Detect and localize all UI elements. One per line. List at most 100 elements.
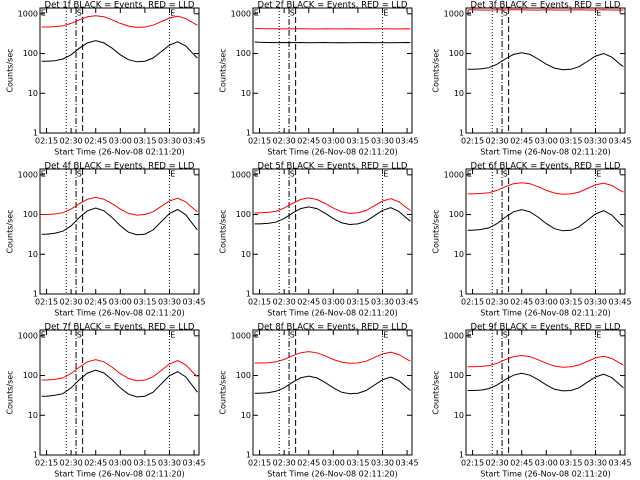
- annotation: S: [290, 331, 295, 340]
- x-tick-label: 03:00: [535, 298, 558, 307]
- y-tick-label: 10: [28, 250, 38, 259]
- y-tick-label: 1000: [18, 9, 38, 18]
- x-tick-label: 03:45: [609, 298, 632, 307]
- x-tick-label: 02:45: [510, 298, 533, 307]
- series-line: [254, 27, 411, 30]
- y-tick-label: 1000: [231, 331, 251, 340]
- x-tick-label: 02:30: [273, 137, 296, 146]
- y-axis-label: Counts/sec: [219, 48, 228, 92]
- series-line: [41, 359, 198, 382]
- y-tick-label: 100: [449, 210, 464, 219]
- annotation: E: [41, 170, 46, 179]
- annotation: S: [503, 170, 508, 179]
- annotation: S: [290, 9, 295, 18]
- x-axis-label: Start Time (26-Nov-08 02:11:20): [267, 309, 397, 318]
- x-tick-label: 03:30: [158, 459, 181, 468]
- y-tick-label: 1: [33, 129, 38, 138]
- y-tick-label: 100: [449, 371, 464, 380]
- x-tick-label: 03:45: [396, 298, 419, 307]
- series-line: [254, 351, 411, 364]
- x-tick-label: 02:45: [510, 137, 533, 146]
- x-tick-label: 02:45: [84, 298, 107, 307]
- x-tick-label: 03:30: [158, 298, 181, 307]
- y-tick-label: 1000: [444, 331, 464, 340]
- annotation: E: [170, 9, 175, 18]
- annotation: E: [254, 9, 259, 18]
- x-axis-label: Start Time (26-Nov-08 02:11:20): [54, 470, 184, 479]
- series-line: [41, 40, 198, 63]
- annotation: E: [41, 331, 46, 340]
- x-tick-label: 02:45: [297, 459, 320, 468]
- x-tick-label: 03:45: [396, 459, 419, 468]
- x-tick-label: 02:45: [84, 459, 107, 468]
- x-tick-label: 03:15: [346, 298, 369, 307]
- x-tick-label: 03:15: [346, 459, 369, 468]
- annotation: S: [77, 331, 82, 340]
- series-line: [254, 375, 411, 395]
- annotation: E: [596, 331, 601, 340]
- y-axis-label: Counts/sec: [6, 48, 15, 92]
- x-tick-label: 03:00: [322, 459, 345, 468]
- annotation: E: [467, 170, 472, 179]
- annotation: E: [254, 170, 259, 179]
- y-tick-label: 1: [33, 451, 38, 460]
- x-tick-label: 02:15: [461, 298, 484, 307]
- y-tick-label: 1: [459, 290, 464, 299]
- x-tick-label: 03:30: [371, 298, 394, 307]
- x-tick-label: 03:30: [584, 137, 607, 146]
- x-tick-label: 03:00: [535, 459, 558, 468]
- x-tick-label: 03:15: [559, 137, 582, 146]
- y-tick-label: 10: [241, 89, 251, 98]
- plot-frame: [465, 168, 626, 295]
- chart-title: Det 7f BLACK = Events, RED = LLD: [45, 323, 195, 333]
- y-tick-label: 1000: [231, 170, 251, 179]
- x-tick-label: 02:30: [60, 137, 83, 146]
- y-tick-label: 100: [23, 371, 38, 380]
- x-axis-label: Start Time (26-Nov-08 02:11:20): [54, 309, 184, 318]
- y-tick-label: 1000: [18, 331, 38, 340]
- chart-title: Det 1f BLACK = Events, RED = LLD: [45, 1, 195, 11]
- x-tick-label: 03:30: [584, 459, 607, 468]
- annotation: E: [254, 331, 259, 340]
- annotation: S: [290, 170, 295, 179]
- y-tick-label: 1000: [444, 170, 464, 179]
- y-axis-label: Counts/sec: [432, 48, 441, 92]
- x-tick-label: 02:15: [35, 459, 58, 468]
- plot-frame: [252, 7, 413, 134]
- annotation: S: [503, 9, 508, 18]
- y-tick-label: 10: [454, 411, 464, 420]
- x-tick-label: 03:45: [183, 137, 206, 146]
- series-line: [254, 206, 411, 226]
- plot-frame: [465, 329, 626, 456]
- x-tick-label: 03:15: [346, 137, 369, 146]
- y-tick-label: 10: [28, 89, 38, 98]
- y-tick-label: 100: [449, 49, 464, 58]
- annotation: E: [467, 9, 472, 18]
- x-tick-label: 03:45: [183, 298, 206, 307]
- annotation: E: [170, 331, 175, 340]
- x-tick-label: 03:00: [322, 137, 345, 146]
- x-tick-label: 02:45: [84, 137, 107, 146]
- chart-title: Det 9f BLACK = Events, RED = LLD: [471, 323, 621, 333]
- y-tick-label: 1: [459, 451, 464, 460]
- annotation: S: [77, 9, 82, 18]
- x-tick-label: 02:45: [510, 459, 533, 468]
- chart-title: Det 6f BLACK = Events, RED = LLD: [471, 162, 621, 172]
- plot-frame: [252, 329, 413, 456]
- series-line: [41, 15, 198, 28]
- y-tick-label: 10: [454, 89, 464, 98]
- chart-title: Det 2f BLACK = Events, RED = LLD: [258, 1, 408, 11]
- plot-frame: [39, 329, 200, 456]
- x-tick-label: 03:00: [535, 137, 558, 146]
- x-axis-label: Start Time (26-Nov-08 02:11:20): [480, 309, 610, 318]
- y-tick-label: 10: [454, 250, 464, 259]
- y-tick-label: 1000: [18, 170, 38, 179]
- x-tick-label: 03:30: [158, 137, 181, 146]
- y-tick-label: 100: [236, 49, 251, 58]
- x-tick-label: 02:15: [461, 459, 484, 468]
- series-line: [254, 41, 411, 44]
- x-tick-label: 02:30: [486, 459, 509, 468]
- y-tick-label: 10: [28, 411, 38, 420]
- y-tick-label: 1: [33, 290, 38, 299]
